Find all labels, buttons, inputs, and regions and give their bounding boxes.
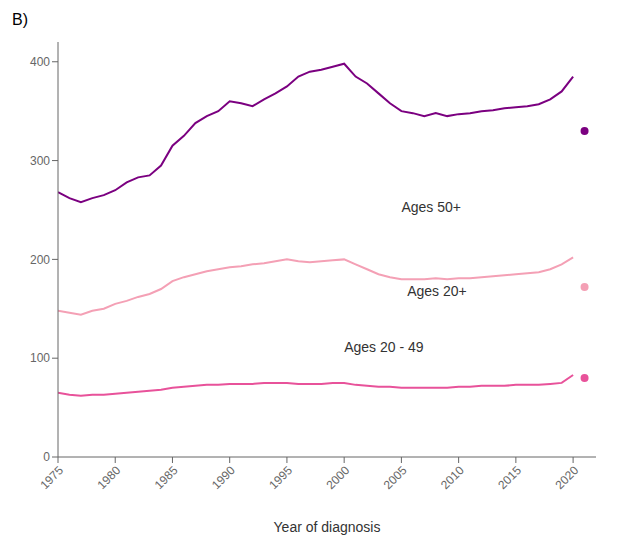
- svg-text:2000: 2000: [324, 463, 353, 492]
- svg-text:2005: 2005: [381, 463, 410, 492]
- svg-text:1990: 1990: [209, 463, 238, 492]
- svg-text:400: 400: [30, 55, 50, 69]
- svg-text:100: 100: [30, 351, 50, 365]
- svg-text:2015: 2015: [495, 463, 524, 492]
- svg-text:2010: 2010: [438, 463, 467, 492]
- svg-text:Ages 20+: Ages 20+: [407, 283, 467, 299]
- svg-text:1985: 1985: [152, 463, 181, 492]
- svg-text:Ages 50+: Ages 50+: [401, 199, 461, 215]
- svg-text:1995: 1995: [266, 463, 295, 492]
- svg-text:300: 300: [30, 154, 50, 168]
- svg-text:2020: 2020: [552, 463, 581, 492]
- html-text:B): B): [12, 11, 28, 28]
- svg-text:200: 200: [30, 253, 50, 267]
- svg-text:Year of diagnosis: Year of diagnosis: [274, 519, 381, 535]
- svg-text:1975: 1975: [37, 463, 66, 492]
- svg-text:0: 0: [43, 450, 50, 464]
- svg-text:Ages 20 - 49: Ages 20 - 49: [344, 339, 424, 355]
- svg-text:1980: 1980: [95, 463, 124, 492]
